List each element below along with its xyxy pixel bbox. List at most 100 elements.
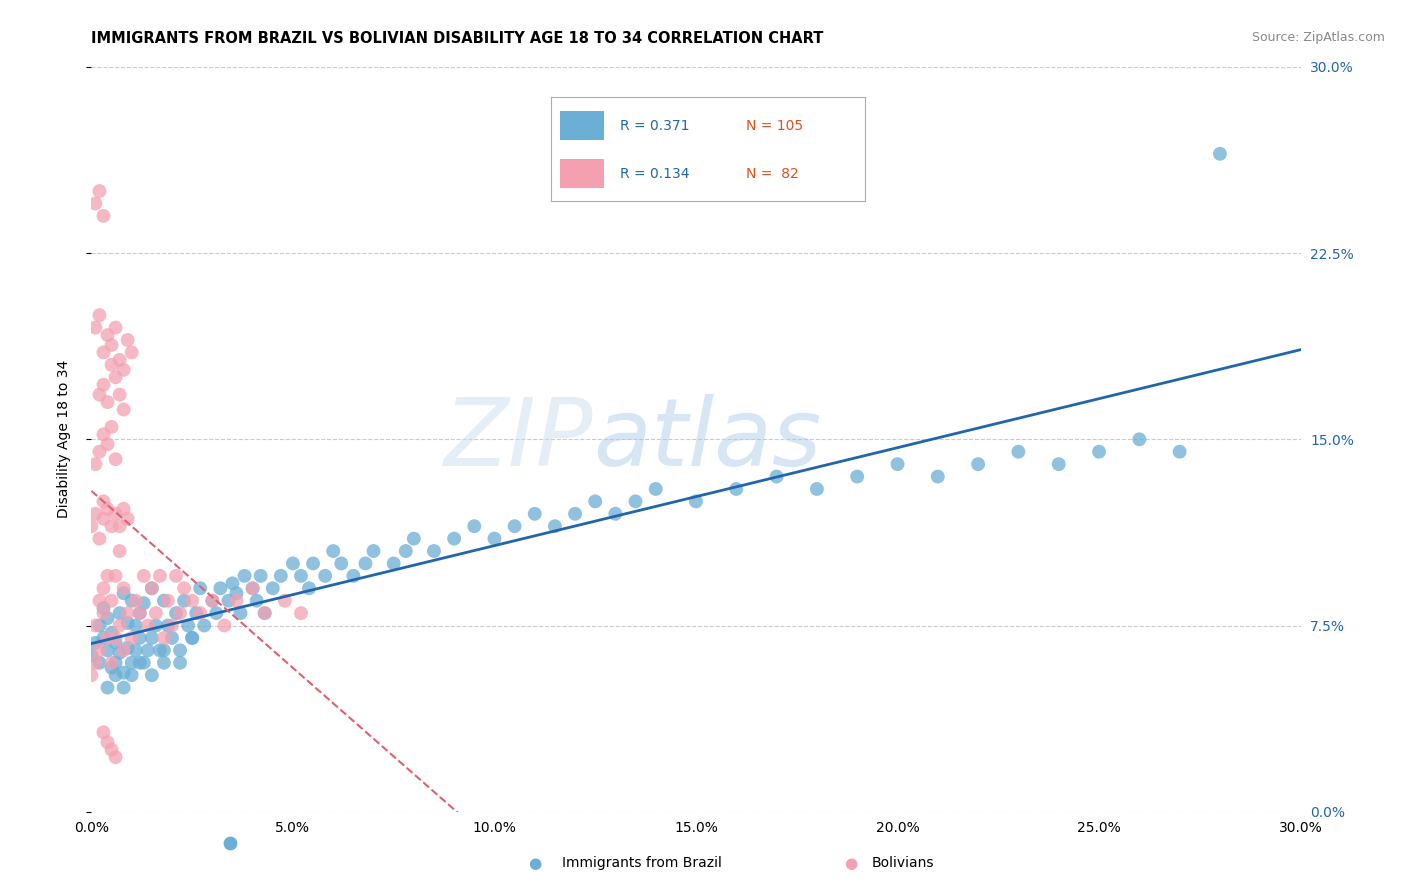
Point xyxy=(149,569,172,583)
Point xyxy=(290,569,312,583)
Point xyxy=(423,544,446,558)
Point xyxy=(104,320,127,334)
Point xyxy=(104,750,127,764)
Point xyxy=(382,557,405,571)
Point xyxy=(188,606,211,620)
Point xyxy=(108,519,131,533)
Point xyxy=(806,482,828,496)
Point xyxy=(93,345,115,359)
Point xyxy=(125,643,148,657)
Point xyxy=(1088,444,1111,458)
Point xyxy=(342,569,364,583)
Point xyxy=(125,618,148,632)
Point xyxy=(93,601,115,615)
Point xyxy=(96,328,118,343)
Point xyxy=(112,681,135,695)
Point xyxy=(84,507,107,521)
Point xyxy=(128,606,150,620)
Point xyxy=(121,631,143,645)
Point xyxy=(117,333,139,347)
Point xyxy=(100,519,122,533)
Point xyxy=(89,656,111,670)
Point xyxy=(160,618,183,632)
Point xyxy=(117,640,139,655)
Point xyxy=(132,596,155,610)
Point xyxy=(89,387,111,401)
Point xyxy=(233,569,256,583)
Text: ZIP: ZIP xyxy=(443,393,593,485)
Point xyxy=(765,469,787,483)
Point xyxy=(217,593,239,607)
Point xyxy=(104,452,127,467)
Point xyxy=(402,532,425,546)
Point xyxy=(322,544,344,558)
Point xyxy=(156,618,179,632)
Point xyxy=(108,606,131,620)
Point xyxy=(169,606,191,620)
Point xyxy=(624,494,647,508)
Point xyxy=(644,482,666,496)
Point xyxy=(181,631,204,645)
Point xyxy=(117,512,139,526)
Point xyxy=(685,494,707,508)
Point xyxy=(93,725,115,739)
Point xyxy=(221,576,243,591)
Point xyxy=(108,544,131,558)
Point xyxy=(121,668,143,682)
Point xyxy=(229,606,252,620)
Point xyxy=(112,402,135,417)
Point xyxy=(89,618,111,632)
Point xyxy=(214,618,236,632)
Point xyxy=(181,631,204,645)
Point xyxy=(96,735,118,749)
Point xyxy=(141,582,163,596)
Point xyxy=(281,557,304,571)
Y-axis label: Disability Age 18 to 34: Disability Age 18 to 34 xyxy=(56,360,70,518)
Point xyxy=(100,420,122,434)
Point xyxy=(145,618,167,632)
Point xyxy=(128,656,150,670)
Point xyxy=(564,507,586,521)
Point xyxy=(484,532,506,546)
Point xyxy=(153,631,176,645)
Point xyxy=(128,631,150,645)
Point xyxy=(153,593,176,607)
Point xyxy=(188,582,211,596)
Point xyxy=(330,557,353,571)
Point xyxy=(173,593,195,607)
Point xyxy=(93,631,115,645)
Point xyxy=(80,648,103,663)
Point xyxy=(846,469,869,483)
Point xyxy=(108,387,131,401)
Point xyxy=(583,494,606,508)
Point xyxy=(1168,444,1191,458)
Point xyxy=(100,358,122,372)
Point xyxy=(201,593,224,607)
Point xyxy=(125,593,148,607)
Point xyxy=(93,606,115,620)
Point xyxy=(96,643,118,657)
Text: IMMIGRANTS FROM BRAZIL VS BOLIVIAN DISABILITY AGE 18 TO 34 CORRELATION CHART: IMMIGRANTS FROM BRAZIL VS BOLIVIAN DISAB… xyxy=(91,31,824,46)
Point xyxy=(112,643,135,657)
Point xyxy=(112,501,135,516)
Point xyxy=(298,582,321,596)
Point xyxy=(112,582,135,596)
Point xyxy=(149,643,172,657)
Point xyxy=(89,643,111,657)
Point xyxy=(93,209,115,223)
Point xyxy=(84,196,107,211)
Point xyxy=(132,656,155,670)
Point xyxy=(84,320,107,334)
Point xyxy=(104,370,127,384)
Point xyxy=(209,582,232,596)
Point xyxy=(89,444,111,458)
Point xyxy=(104,507,127,521)
Point xyxy=(153,643,176,657)
Point xyxy=(89,308,111,322)
Point xyxy=(443,532,465,546)
Point xyxy=(89,532,111,546)
Point xyxy=(927,469,949,483)
Point xyxy=(117,606,139,620)
Point xyxy=(84,636,107,650)
Text: Immigrants from Brazil: Immigrants from Brazil xyxy=(562,856,723,871)
